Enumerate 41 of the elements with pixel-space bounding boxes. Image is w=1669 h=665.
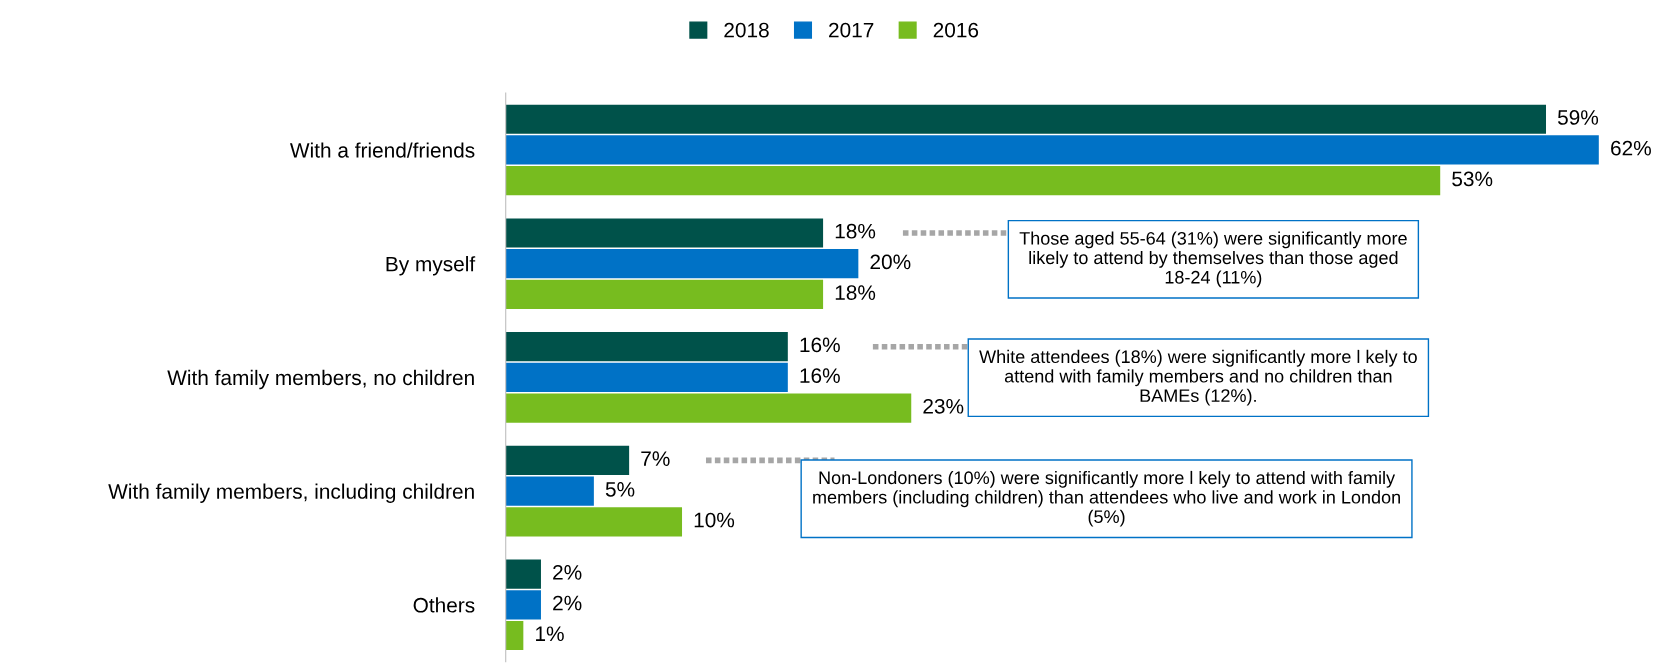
data-label: 59% bbox=[1557, 110, 1599, 125]
y-tick-label: Others bbox=[413, 597, 475, 613]
data-label: 20% bbox=[870, 254, 911, 270]
bar bbox=[505, 620, 524, 651]
bar bbox=[505, 445, 630, 475]
annotation: Those aged 55-64 (31%) were significantly more likely to attend by themselves than those aged 18-24 (11%) bbox=[1019, 231, 1407, 288]
y-tick-label: With family members, including children bbox=[108, 483, 474, 503]
data-label: 23% bbox=[923, 398, 964, 414]
bar bbox=[505, 135, 1599, 165]
data-label: 1% bbox=[536, 626, 564, 642]
data-label: 5% bbox=[605, 482, 635, 497]
bar bbox=[505, 218, 824, 248]
data-label: 2% bbox=[553, 564, 582, 580]
legend-label: 2016 bbox=[933, 22, 979, 38]
bar bbox=[505, 104, 1547, 134]
annotation: Non-Londoners (10%) were significantly more l kely to attend with family members (including children) than attendees who live and work in London (5%) bbox=[813, 470, 1400, 527]
y-tick-label: With family members, no children bbox=[167, 369, 474, 390]
legend-label: 2017 bbox=[829, 22, 874, 38]
bar bbox=[505, 332, 788, 362]
y-tick-label: By myself bbox=[386, 256, 476, 276]
bar bbox=[505, 476, 594, 506]
data-label: 10% bbox=[694, 512, 735, 528]
data-label: 53% bbox=[1452, 171, 1493, 187]
data-label: 2% bbox=[553, 595, 582, 611]
bar bbox=[505, 590, 541, 620]
bar bbox=[505, 559, 541, 589]
bar bbox=[505, 279, 824, 309]
data-label: 18% bbox=[835, 285, 876, 300]
legend-label: 2018 bbox=[724, 22, 769, 38]
data-label: 62% bbox=[1611, 140, 1651, 156]
y-tick-label: With a friend/friends bbox=[289, 142, 475, 158]
bar bbox=[505, 249, 859, 279]
bar bbox=[505, 166, 1441, 196]
data-label: 16% bbox=[800, 368, 840, 383]
annotation: White attendees (18%) were significantly more l kely to attend with family members and no children than BAMEs (12%). bbox=[979, 349, 1417, 406]
bar bbox=[505, 362, 788, 392]
data-label: 18% bbox=[835, 223, 876, 239]
bar bbox=[505, 507, 683, 537]
bar bbox=[505, 393, 912, 423]
data-label: 16% bbox=[800, 337, 840, 353]
data-label: 7% bbox=[641, 451, 670, 466]
